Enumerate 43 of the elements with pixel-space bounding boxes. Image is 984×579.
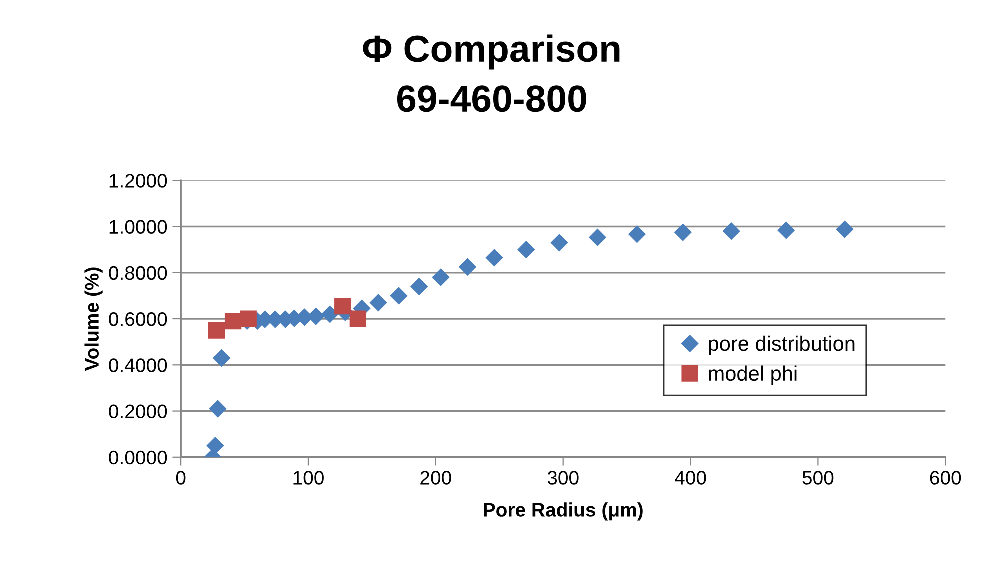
point xyxy=(334,298,352,315)
point xyxy=(322,306,339,323)
point xyxy=(410,278,428,296)
point xyxy=(722,222,740,240)
point xyxy=(224,313,242,330)
point xyxy=(486,249,504,266)
x-tick-label: 100 xyxy=(294,471,324,485)
y-axis-title: Volume (%) xyxy=(84,268,103,372)
point xyxy=(213,350,230,367)
point xyxy=(350,310,367,328)
x-tick-label: 200 xyxy=(420,471,452,485)
x-tick-label: 300 xyxy=(548,471,579,485)
x-tick-label: 600 xyxy=(930,471,962,485)
y-tick-label: 1.0000 xyxy=(110,220,168,234)
x-tick-label: 500 xyxy=(802,471,834,485)
point xyxy=(674,224,692,242)
y-tick-label: 1.2000 xyxy=(110,174,168,188)
point xyxy=(778,222,795,240)
point xyxy=(459,258,476,276)
point xyxy=(550,234,568,252)
point xyxy=(589,229,606,246)
point xyxy=(206,437,224,454)
y-tick-label: 0.8000 xyxy=(109,266,168,280)
y-tick-label: 0.6000 xyxy=(109,312,168,326)
point xyxy=(432,268,450,286)
y-tick-label: 0.4000 xyxy=(109,358,168,372)
y-tick-label: 0.0000 xyxy=(109,450,168,465)
legend-label: pore distribution xyxy=(709,336,855,356)
point xyxy=(836,220,854,238)
chart-title: Φ Comparison 69-460-800 xyxy=(363,34,620,112)
x-tick-label: 0 xyxy=(176,471,186,485)
point xyxy=(308,308,325,326)
point xyxy=(370,294,388,312)
x-tick-label: 400 xyxy=(674,471,706,485)
x-axis-title: Pore Radius (μm) xyxy=(484,502,643,521)
y-tick-label: 0.2000 xyxy=(109,404,168,419)
point xyxy=(209,400,227,418)
point xyxy=(628,226,646,243)
point xyxy=(518,241,535,258)
legend-label: model phi xyxy=(709,366,797,386)
point xyxy=(240,310,257,328)
point xyxy=(390,287,408,305)
point xyxy=(208,322,226,339)
